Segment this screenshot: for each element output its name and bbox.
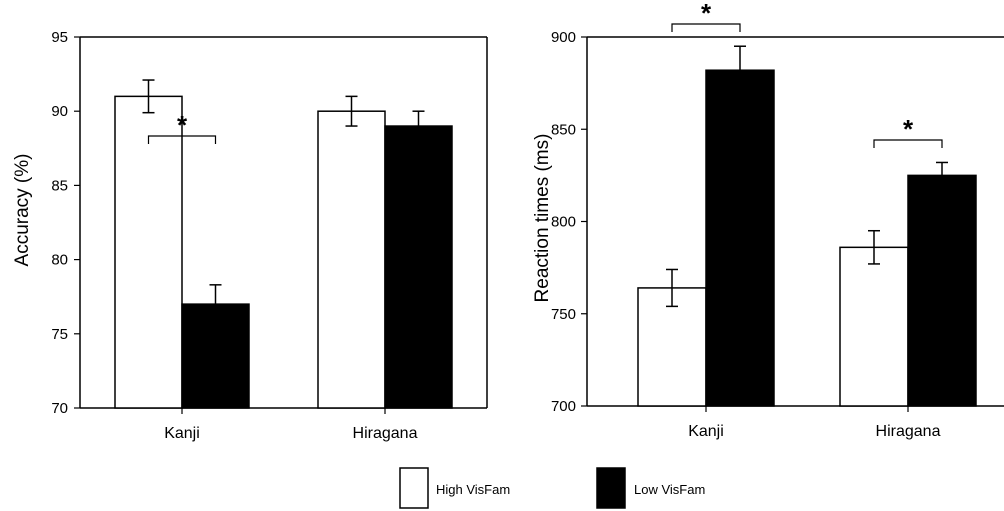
error-bar [142,79,155,114]
error-bar [412,110,425,142]
accuracy-chart: 70 75 80 85 90 95 Kanji Hiragana Accuracy (%) * [12,29,488,442]
significance-bracket: * [873,114,943,148]
bar-high-visfam-hiragana [317,110,386,409]
y-tick-label: 90 [51,103,68,120]
bracket-line [147,135,217,144]
x-tick-label: Kanji [688,423,724,440]
legend-swatch-low-visfam [596,467,626,509]
y-tick-label: 800 [551,214,576,231]
bracket-line [671,23,741,32]
legend-label-low-visfam: Low VisFam [634,482,705,497]
y-tick-label: 80 [51,252,68,269]
error-bar [666,268,678,308]
y-tick-label: 900 [551,29,576,46]
reaction-time-chart: 700 750 800 850 900 Kanji Hiragana Reaction tim… [532,0,1004,440]
y-tick-label: 750 [551,306,576,323]
error-bar [868,229,880,265]
x-tick-label: Hiragana [353,425,418,442]
bracket-line [873,139,943,148]
significance-star: * [177,110,188,140]
y-tick-label: 95 [51,29,68,46]
x-tick-label: Hiragana [876,423,941,440]
significance-star: * [701,0,712,28]
y-axis-title: Accuracy (%) [12,154,33,267]
legend-swatch-high-visfam [399,467,429,509]
bar-high-visfam-hiragana [839,246,909,407]
y-tick-label: 700 [551,398,576,415]
bar-low-visfam-hiragana [907,174,977,407]
x-tick-label: Kanji [164,425,200,442]
y-axis-title: Reaction times (ms) [532,134,553,303]
bar-low-visfam-hiragana [384,125,453,409]
y-tick-label: 70 [51,400,68,417]
error-bar [345,95,358,127]
y-tick-label: 85 [51,177,68,194]
significance-bracket: * [671,0,741,32]
bar-high-visfam-kanji [114,95,183,409]
y-tick-label: 850 [551,121,576,138]
error-bar [209,284,222,325]
significance-bracket: * [147,110,217,144]
legend: High VisFam Low VisFam [399,467,705,509]
y-tick-label: 75 [51,326,68,343]
legend-label-high-visfam: High VisFam [436,482,510,497]
bar-low-visfam-kanji [705,69,775,407]
significance-star: * [903,114,914,144]
error-bar [936,161,948,190]
error-bar [734,45,746,95]
